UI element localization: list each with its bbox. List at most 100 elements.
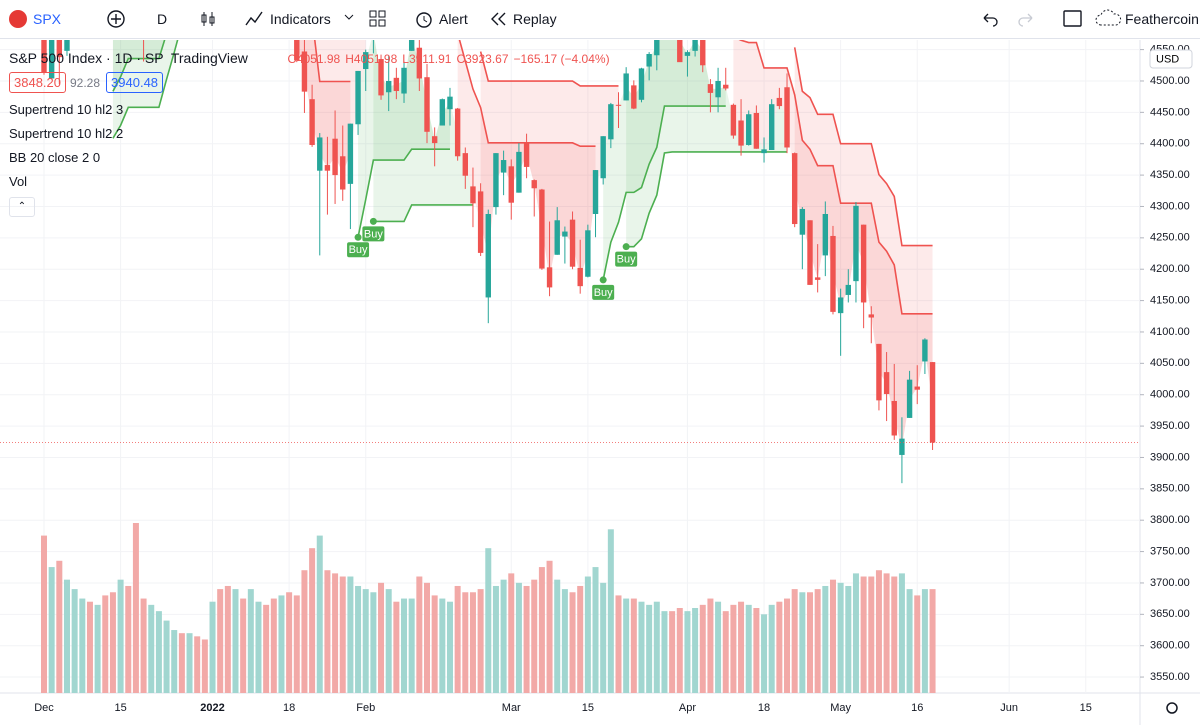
volume-bar — [623, 598, 630, 693]
volume-bar — [316, 535, 323, 693]
x-tick-label: 18 — [758, 702, 770, 714]
supertrend-fill — [626, 40, 788, 247]
candle-body — [309, 99, 315, 145]
candle-body — [539, 189, 545, 269]
candle-body — [845, 284, 851, 295]
volume-bar — [393, 601, 400, 693]
volume-bar — [278, 595, 285, 693]
candle-body — [408, 40, 415, 51]
replay-icon[interactable] — [489, 10, 509, 30]
buy-label: Buy — [364, 228, 383, 240]
volume-bar — [807, 592, 813, 693]
candle-body — [860, 224, 867, 303]
volume-bar — [638, 601, 645, 693]
y-tick-label: 3900.00 — [1150, 451, 1190, 463]
candle-body — [546, 267, 553, 288]
candle-body — [677, 40, 683, 63]
account[interactable]: Feathercoin — [1125, 11, 1199, 27]
alert[interactable]: Alert — [439, 11, 468, 27]
volume-bar — [48, 567, 55, 693]
volume-bar — [171, 630, 178, 693]
volume-bar — [117, 579, 124, 693]
volume-bar — [63, 579, 70, 693]
y-tick-label: 4400.00 — [1150, 138, 1190, 150]
candle-body — [585, 230, 591, 277]
candle-body — [776, 97, 783, 107]
x-tick-label: May — [830, 702, 851, 714]
volume-bar — [615, 595, 622, 693]
buy-label: Buy — [617, 254, 636, 266]
volume-bar — [676, 608, 683, 693]
chart-type[interactable] — [198, 9, 218, 29]
volume-bar — [201, 639, 208, 693]
volume-bar — [898, 573, 905, 693]
volume-bar — [347, 576, 354, 693]
replay[interactable]: Replay — [513, 11, 557, 27]
volume-bar — [232, 589, 239, 693]
volume-bar — [132, 523, 139, 693]
volume-bar — [408, 598, 415, 693]
y-tick-label: 3700.00 — [1150, 577, 1190, 589]
y-tick-label: 4300.00 — [1150, 200, 1190, 212]
interval[interactable]: D — [157, 11, 168, 27]
volume-bar — [324, 570, 331, 693]
currency[interactable]: USD — [1156, 53, 1179, 65]
candle-body — [746, 114, 752, 145]
logo — [9, 10, 27, 28]
volume-bar — [653, 601, 660, 693]
candle-body — [646, 53, 652, 67]
volume-bar — [845, 585, 852, 693]
volume-bar — [730, 604, 737, 693]
supertrend-line — [602, 105, 726, 281]
volume-bar — [531, 579, 538, 693]
candle-body — [684, 52, 691, 56]
volume-bar — [791, 589, 798, 693]
candle-body — [577, 267, 583, 287]
add-symbol[interactable] — [106, 9, 126, 29]
candle-body — [56, 40, 63, 58]
cloud[interactable] — [1095, 9, 1123, 29]
undo-redo[interactable] — [980, 10, 1040, 30]
volume-bar — [546, 560, 553, 693]
volume-bar — [715, 601, 722, 693]
fullscreen[interactable] — [1062, 9, 1084, 29]
buy-label-box — [615, 251, 638, 267]
candle-body — [324, 165, 331, 171]
volume-bar — [921, 589, 928, 693]
dropdown[interactable] — [344, 14, 354, 22]
candle-body — [700, 40, 706, 66]
volume-bar — [362, 589, 369, 693]
volume-bar — [768, 604, 775, 693]
candle-body — [914, 386, 920, 390]
volume-bar — [669, 611, 676, 693]
candle-body — [707, 84, 714, 93]
candle-body — [424, 77, 430, 132]
currency-box[interactable] — [1149, 49, 1193, 69]
candle-body — [332, 138, 338, 176]
symbol[interactable]: SPX — [33, 11, 62, 27]
volume-bar — [385, 589, 392, 693]
buy-label-box — [592, 284, 615, 300]
volume-bar — [569, 592, 576, 693]
indicators[interactable]: Indicators — [270, 11, 331, 27]
buy-label-box — [362, 226, 385, 242]
candle-body — [730, 104, 737, 136]
volume-bar — [523, 585, 530, 693]
alert-icon[interactable] — [414, 9, 434, 29]
candle-body — [784, 87, 790, 148]
layouts[interactable] — [368, 9, 388, 29]
candle-body — [929, 362, 936, 443]
y-tick-label: 4450.00 — [1150, 106, 1190, 118]
candle-body — [723, 84, 729, 89]
candle-body — [853, 205, 859, 282]
candle-body — [692, 40, 698, 51]
settings[interactable] — [1166, 702, 1178, 714]
volume-bar — [761, 614, 768, 693]
supertrend-fill — [112, 40, 165, 92]
candle-body — [814, 277, 821, 280]
x-tick-label: Mar — [502, 702, 521, 714]
indicators-icon[interactable] — [244, 9, 264, 29]
y-tick-label: 3750.00 — [1150, 545, 1190, 557]
volume-bar — [485, 548, 492, 693]
volume-bar — [109, 592, 116, 693]
